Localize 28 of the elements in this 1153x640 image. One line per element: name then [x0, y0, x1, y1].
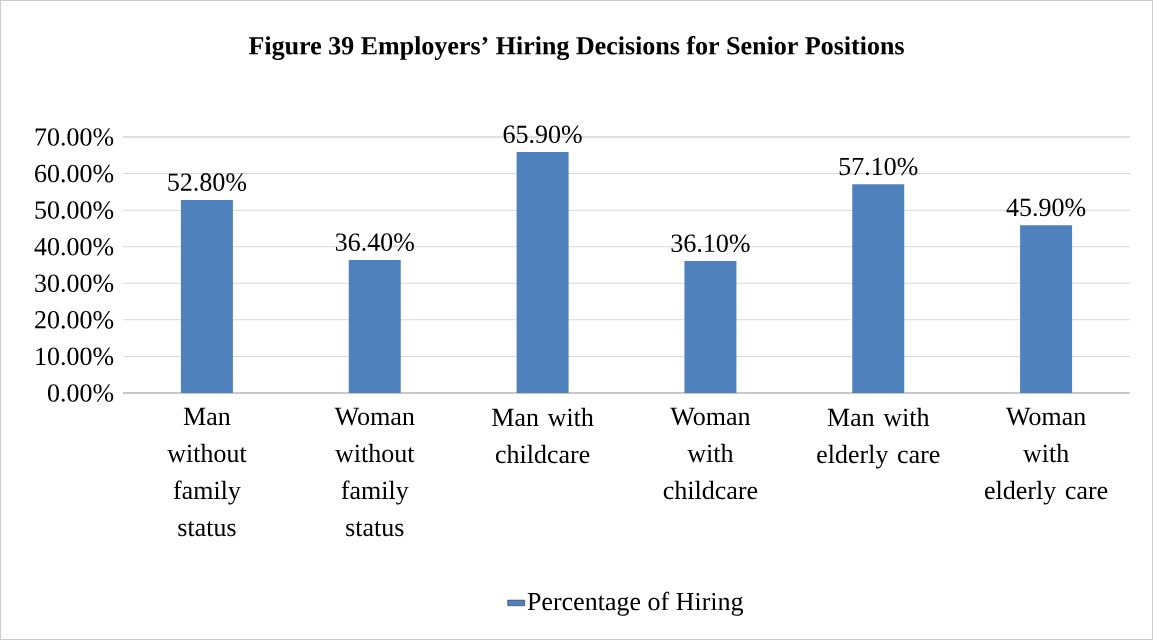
legend-label: Percentage of Hiring: [527, 591, 744, 616]
x-tick-label: Man with childcare: [492, 407, 594, 464]
x-tick-label: Man with elderly care: [817, 407, 940, 469]
bar: [684, 260, 737, 393]
bar: [516, 152, 569, 393]
data-label: 45.90%: [1006, 198, 1086, 217]
data-label: 36.40%: [335, 233, 414, 252]
bar: [1020, 225, 1073, 393]
data-label: 36.10%: [671, 234, 750, 253]
data-label: 52.80%: [168, 173, 247, 192]
y-tick-label: 40.00%: [34, 237, 114, 256]
y-tick-label: 50.00%: [35, 201, 114, 219]
data-label: 65.90%: [503, 125, 582, 144]
data-label: 57.10%: [839, 157, 918, 176]
bar: [348, 259, 401, 393]
y-tick-label: 70.00%: [35, 128, 114, 146]
x-tick-label: Woman without family status: [334, 407, 415, 537]
x-tick-label: Woman with elderly care: [985, 407, 1108, 505]
bar: [852, 184, 905, 393]
y-tick-label: 20.00%: [35, 311, 114, 329]
y-tick-label: 10.00%: [36, 347, 114, 366]
x-tick-label: Man without family status: [167, 407, 247, 537]
y-tick-label: 0.00%: [47, 384, 114, 402]
y-tick-label: 60.00%: [35, 164, 114, 183]
chart-title: Figure 39 Employers’ Hiring Decisions for Senior Positions: [248, 35, 904, 61]
bar: [180, 199, 233, 393]
y-tick-label: 30.00%: [35, 274, 114, 293]
x-tick-label: Woman with childcare: [663, 407, 758, 500]
